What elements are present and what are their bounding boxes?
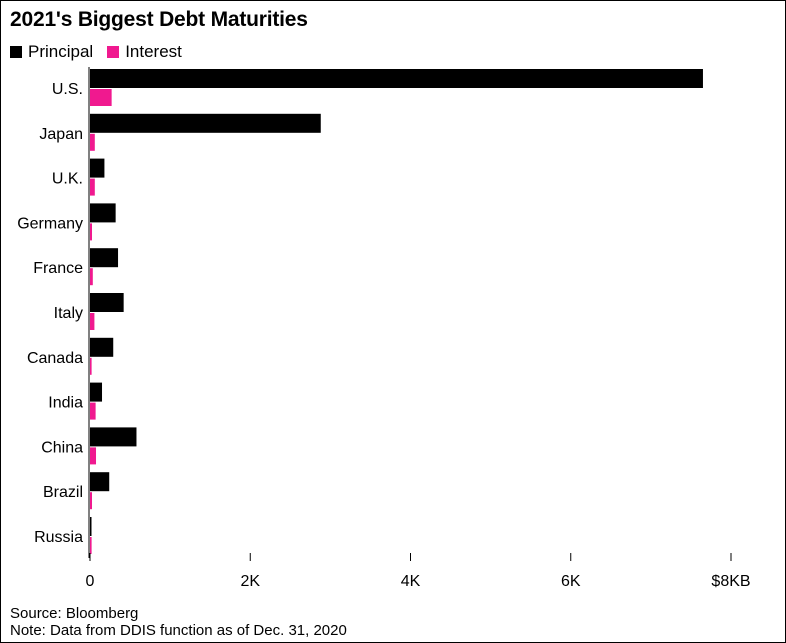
- bar-interest-russia: [90, 537, 92, 554]
- category-label-canada: Canada: [27, 350, 83, 367]
- legend-item-interest: Interest: [107, 42, 182, 62]
- x-tick-label-2: 4K: [401, 573, 421, 590]
- bar-interest-canada: [90, 357, 92, 375]
- bar-principal-japan: [90, 113, 321, 133]
- category-label-china: China: [41, 439, 83, 456]
- bar-principal-italy: [90, 293, 124, 312]
- category-label-uk: U.K.: [52, 171, 83, 188]
- category-label-france: France: [33, 260, 83, 277]
- bar-interest-france: [90, 268, 93, 286]
- x-tick-label-4: $8KB: [711, 573, 750, 590]
- legend: Principal Interest: [10, 42, 196, 62]
- bar-interest-china: [90, 447, 97, 465]
- legend-swatch-interest: [107, 46, 120, 58]
- bar-principal-brazil: [90, 472, 110, 492]
- chart-footer: Source: Bloomberg Note: Data from DDIS f…: [10, 605, 347, 639]
- legend-swatch-principal: [10, 46, 22, 58]
- category-label-india: India: [48, 395, 83, 412]
- bar-interest-uk: [90, 178, 95, 196]
- bar-interest-us: [90, 89, 112, 106]
- category-label-russia: Russia: [34, 529, 83, 546]
- bar-principal-india: [90, 382, 103, 402]
- category-label-japan: Japan: [39, 126, 83, 143]
- bar-principal-uk: [90, 158, 105, 178]
- bar-principal-china: [90, 427, 137, 447]
- legend-label-principal: Principal: [28, 42, 94, 61]
- source-text: Source: Bloomberg: [10, 605, 139, 622]
- category-label-us: U.S.: [52, 81, 83, 98]
- bar-interest-india: [90, 402, 96, 420]
- x-tick-label-0: 0: [86, 573, 95, 590]
- bar-principal-france: [90, 248, 119, 268]
- category-label-germany: Germany: [17, 215, 83, 232]
- category-label-brazil: Brazil: [43, 484, 83, 501]
- x-tick-label-1: 2K: [240, 573, 260, 590]
- category-label-italy: Italy: [54, 305, 83, 322]
- x-tick-label-3: 6K: [561, 573, 581, 590]
- legend-label-interest: Interest: [125, 42, 182, 61]
- chart-title: 2021's Biggest Debt Maturities: [10, 8, 308, 31]
- legend-item-principal: Principal: [10, 42, 93, 62]
- bar-interest-italy: [90, 313, 95, 330]
- bar-principal-us: [90, 69, 703, 88]
- bar-interest-germany: [90, 223, 93, 241]
- bar-interest-japan: [90, 133, 95, 151]
- note-text: Note: Data from DDIS function as of Dec.…: [10, 622, 347, 639]
- bar-interest-brazil: [90, 492, 93, 510]
- bar-principal-canada: [90, 337, 114, 357]
- bar-principal-russia: [90, 517, 92, 536]
- bar-principal-germany: [90, 203, 116, 223]
